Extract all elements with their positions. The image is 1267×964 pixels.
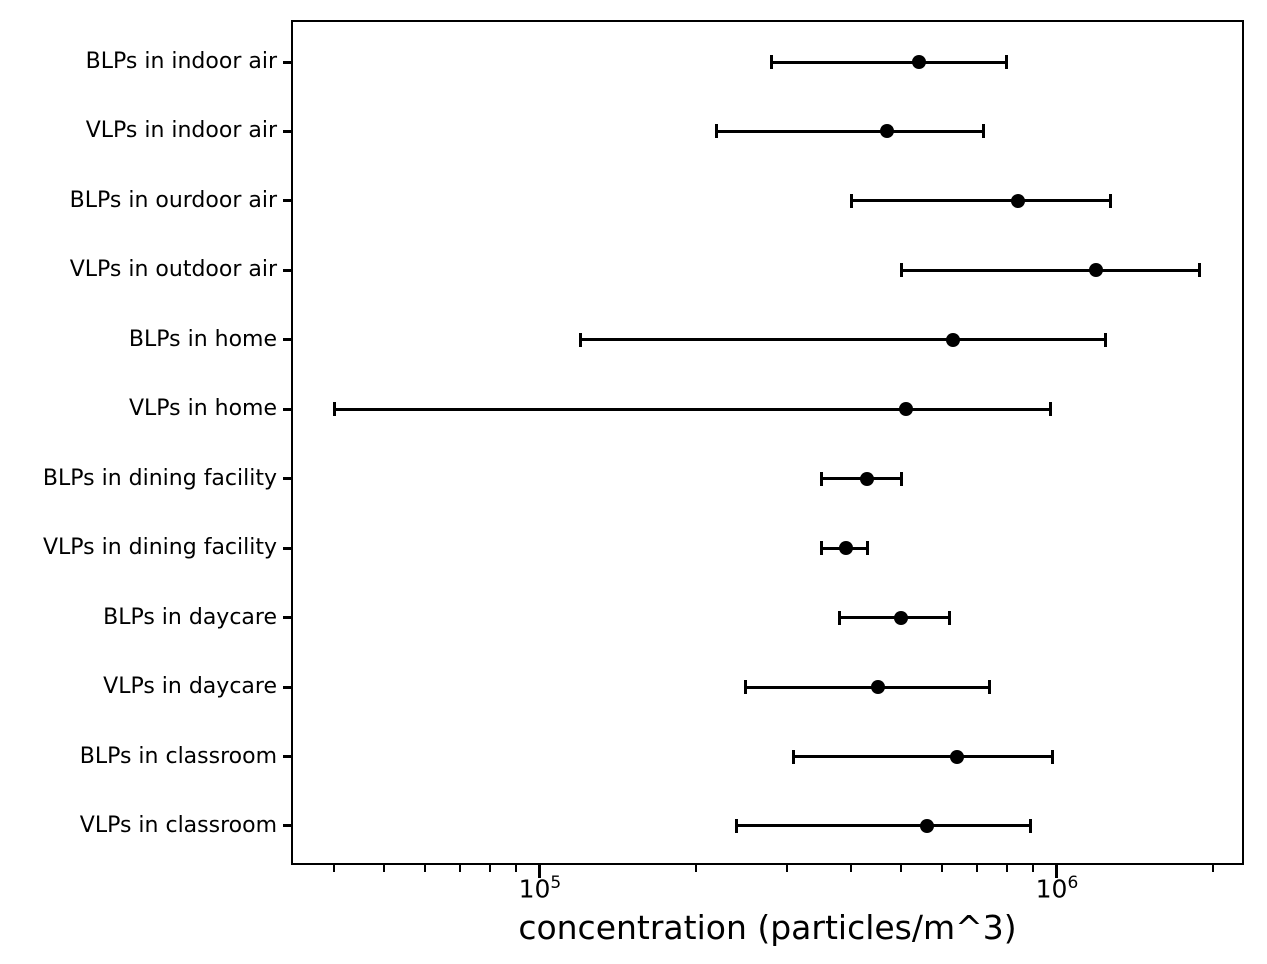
y-category-label: VLPs in indoor air	[85, 118, 277, 144]
y-axis-tick	[283, 268, 291, 272]
y-category-label: VLPs in dining facility	[42, 535, 277, 561]
x-axis-minor-tick	[383, 865, 386, 872]
error-bar-cap-low	[579, 332, 583, 347]
mean-dot	[911, 55, 926, 69]
y-category-label: BLPs in ourdoor air	[69, 187, 277, 213]
mean-dot	[1010, 193, 1025, 208]
x-axis-minor-tick	[424, 865, 427, 872]
error-bar-line	[736, 824, 1031, 828]
x-axis-minor-tick	[1211, 865, 1214, 872]
x-axis-minor-tick	[941, 865, 944, 872]
mean-dot	[1089, 263, 1104, 278]
error-bar-cap-low	[792, 749, 796, 764]
error-bar-cap-high	[1198, 263, 1202, 278]
y-axis-tick	[283, 755, 291, 758]
error-bar-cap-low	[819, 541, 823, 556]
x-axis-major-tick	[538, 865, 542, 878]
error-bar-line	[716, 129, 984, 133]
x-axis-label: concentration (particles/m^3)	[518, 908, 1017, 947]
y-category-label: BLPs in indoor air	[85, 49, 277, 74]
y-category-label: BLPs in home	[128, 326, 277, 352]
x-axis-minor-tick	[1032, 865, 1035, 872]
y-category-label: BLPs in dining facility	[42, 465, 277, 491]
y-axis-tick	[283, 685, 291, 689]
error-bar-cap-high	[987, 680, 991, 695]
error-bar-cap-low	[715, 124, 719, 139]
error-bar-cap-low	[819, 471, 823, 486]
error-bar-line	[580, 338, 1106, 342]
mean-dot	[870, 680, 885, 695]
x-axis-minor-tick	[1005, 865, 1008, 872]
error-bar-cap-high	[865, 541, 869, 556]
error-bar-cap-low	[838, 610, 842, 625]
mean-dot	[838, 541, 853, 556]
error-bar-line	[793, 755, 1053, 758]
y-category-label: VLPs in classroom	[79, 812, 277, 838]
error-bar-cap-high	[1005, 55, 1009, 69]
y-axis-tick	[283, 546, 291, 550]
mean-dot	[949, 749, 964, 764]
error-bar-cap-high	[948, 610, 952, 625]
error-bar-line	[901, 268, 1200, 272]
mean-dot	[919, 818, 934, 833]
x-axis-minor-tick	[850, 865, 853, 872]
error-bar-cap-low	[849, 193, 853, 208]
error-bar-cap-low	[769, 55, 773, 69]
y-category-label: VLPs in home	[128, 396, 277, 422]
x-axis-minor-tick	[900, 865, 903, 872]
x-axis-minor-tick	[785, 865, 788, 872]
mean-dot	[880, 124, 895, 139]
error-bar-cap-high	[1029, 818, 1033, 833]
error-bar-line	[771, 60, 1007, 64]
error-bar-cap-low	[735, 818, 739, 833]
x-axis-minor-tick	[333, 865, 336, 872]
error-bar-cap-high	[981, 124, 985, 139]
error-bar-line	[745, 685, 990, 689]
mean-dot	[898, 402, 913, 417]
error-bar-cap-low	[332, 402, 336, 417]
y-axis-tick	[283, 199, 291, 203]
error-bar-cap-high	[1103, 332, 1107, 347]
x-axis-minor-tick	[694, 865, 697, 872]
mean-dot	[946, 332, 961, 347]
error-bar-cap-low	[744, 680, 748, 695]
error-bar-cap-high	[899, 471, 903, 486]
x-axis-minor-tick	[975, 865, 978, 872]
error-bar-cap-low	[899, 263, 903, 278]
y-axis-tick	[283, 129, 291, 133]
error-bar-cap-high	[1109, 193, 1113, 208]
x-axis-minor-tick	[488, 865, 491, 872]
x-axis-major-tick	[1055, 865, 1059, 878]
error-bar-line	[334, 407, 1051, 411]
y-category-label: VLPs in daycare	[103, 674, 277, 700]
y-axis-tick	[283, 824, 291, 828]
error-bar-cap-high	[1048, 402, 1052, 417]
x-tick-label: 105	[518, 873, 562, 904]
y-axis-tick	[283, 338, 291, 342]
plot-area	[291, 20, 1244, 865]
y-category-label: BLPs in daycare	[103, 604, 277, 630]
y-axis-tick	[283, 60, 291, 64]
y-category-label: VLPs in outdoor air	[69, 257, 277, 283]
mean-dot	[894, 610, 909, 625]
y-axis-tick	[283, 616, 291, 620]
mean-dot	[860, 471, 875, 486]
x-tick-label: 106	[1035, 873, 1079, 904]
x-axis-minor-tick	[515, 865, 518, 872]
error-bar-cap-high	[1050, 749, 1054, 764]
y-axis-tick	[283, 407, 291, 411]
y-category-label: BLPs in classroom	[79, 743, 277, 769]
error-bar-line	[851, 199, 1111, 203]
x-axis-minor-tick	[458, 865, 461, 872]
y-axis-tick	[283, 477, 291, 481]
